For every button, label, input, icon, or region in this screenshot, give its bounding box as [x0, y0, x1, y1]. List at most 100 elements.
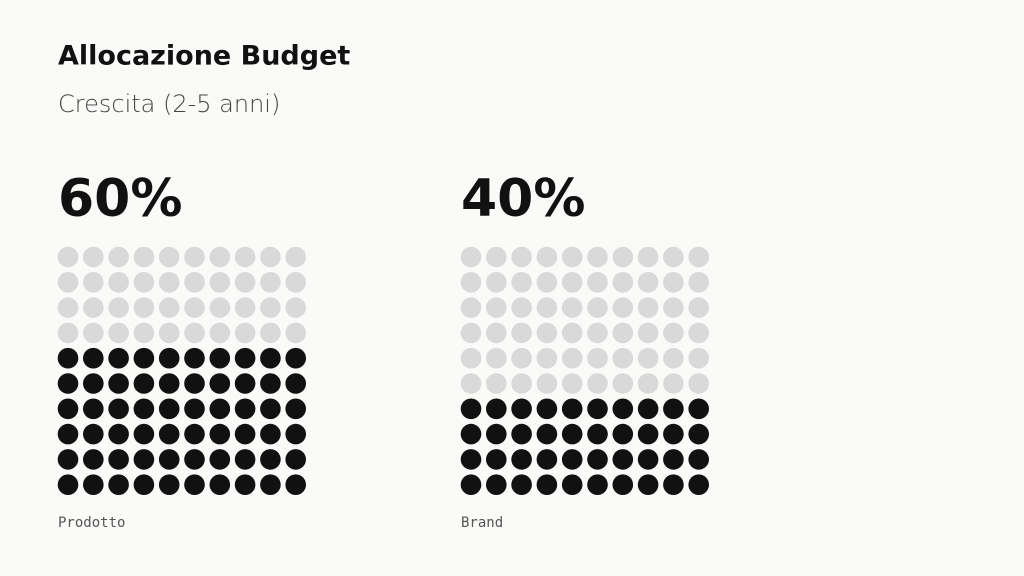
empty-dot	[234, 322, 256, 344]
filled-dot	[587, 474, 608, 496]
category-label: Prodotto	[58, 515, 125, 531]
empty-dot	[486, 373, 507, 394]
waffle	[460, 246, 709, 496]
empty-dot	[184, 297, 205, 318]
empty-dot	[612, 246, 634, 268]
filled-dot	[83, 423, 104, 445]
filled-dot	[234, 474, 256, 496]
filled-dot	[184, 474, 205, 496]
filled-dot	[460, 449, 482, 470]
empty-dot	[158, 297, 180, 318]
filled-dot	[83, 347, 104, 369]
empty-dot	[57, 246, 79, 268]
empty-dot	[688, 322, 709, 344]
filled-dot	[260, 474, 281, 496]
filled-dot	[158, 423, 180, 445]
empty-dot	[57, 322, 79, 344]
filled-dot	[260, 398, 281, 420]
empty-dot	[561, 297, 583, 318]
filled-dot	[184, 423, 205, 445]
filled-dot	[536, 474, 558, 496]
empty-dot	[587, 373, 608, 394]
filled-dot	[688, 474, 709, 496]
empty-dot	[511, 373, 532, 394]
filled-dot	[663, 423, 684, 445]
filled-dot	[637, 423, 659, 445]
empty-dot	[108, 322, 129, 344]
empty-dot	[688, 246, 709, 268]
empty-dot	[688, 347, 709, 369]
empty-dot	[663, 297, 684, 318]
empty-dot	[133, 272, 155, 293]
empty-dot	[663, 347, 684, 369]
filled-dot	[663, 398, 684, 420]
filled-dot	[234, 423, 256, 445]
empty-dot	[57, 297, 79, 318]
filled-dot	[209, 449, 231, 470]
filled-dot	[511, 474, 532, 496]
empty-dot	[83, 246, 104, 268]
filled-dot	[133, 474, 155, 496]
filled-dot	[561, 449, 583, 470]
filled-dot	[285, 373, 307, 394]
filled-dot	[285, 474, 307, 496]
filled-dot	[133, 373, 155, 394]
empty-dot	[612, 347, 634, 369]
filled-dot	[133, 398, 155, 420]
filled-dot	[612, 423, 634, 445]
filled-dot	[663, 474, 684, 496]
empty-dot	[57, 272, 79, 293]
filled-dot	[108, 373, 129, 394]
filled-dot	[637, 398, 659, 420]
empty-dot	[663, 246, 684, 268]
filled-dot	[234, 449, 256, 470]
empty-dot	[561, 246, 583, 268]
empty-dot	[486, 246, 507, 268]
empty-dot	[612, 272, 634, 293]
filled-dot	[511, 398, 532, 420]
filled-dot	[536, 449, 558, 470]
empty-dot	[285, 272, 307, 293]
filled-dot	[285, 449, 307, 470]
filled-dot	[209, 347, 231, 369]
empty-dot	[587, 246, 608, 268]
value-label: 60%	[58, 169, 182, 229]
empty-dot	[612, 373, 634, 394]
filled-dot	[587, 449, 608, 470]
filled-dot	[158, 373, 180, 394]
filled-dot	[108, 398, 129, 420]
category-label: Brand	[461, 515, 503, 531]
empty-dot	[663, 272, 684, 293]
empty-dot	[133, 322, 155, 344]
filled-dot	[234, 373, 256, 394]
filled-dot	[108, 474, 129, 496]
filled-dot	[612, 398, 634, 420]
filled-dot	[260, 449, 281, 470]
empty-dot	[511, 246, 532, 268]
empty-dot	[612, 322, 634, 344]
filled-dot	[486, 398, 507, 420]
filled-dot	[486, 423, 507, 445]
empty-dot	[663, 322, 684, 344]
empty-dot	[83, 272, 104, 293]
filled-dot	[511, 423, 532, 445]
empty-dot	[637, 373, 659, 394]
filled-dot	[158, 398, 180, 420]
filled-dot	[209, 423, 231, 445]
filled-dot	[285, 398, 307, 420]
empty-dot	[536, 322, 558, 344]
empty-dot	[637, 322, 659, 344]
empty-dot	[209, 297, 231, 318]
filled-dot	[209, 474, 231, 496]
empty-dot	[285, 246, 307, 268]
filled-dot	[612, 474, 634, 496]
filled-dot	[133, 347, 155, 369]
filled-dot	[57, 449, 79, 470]
filled-dot	[209, 398, 231, 420]
filled-dot	[637, 474, 659, 496]
empty-dot	[260, 272, 281, 293]
empty-dot	[587, 297, 608, 318]
empty-dot	[587, 272, 608, 293]
